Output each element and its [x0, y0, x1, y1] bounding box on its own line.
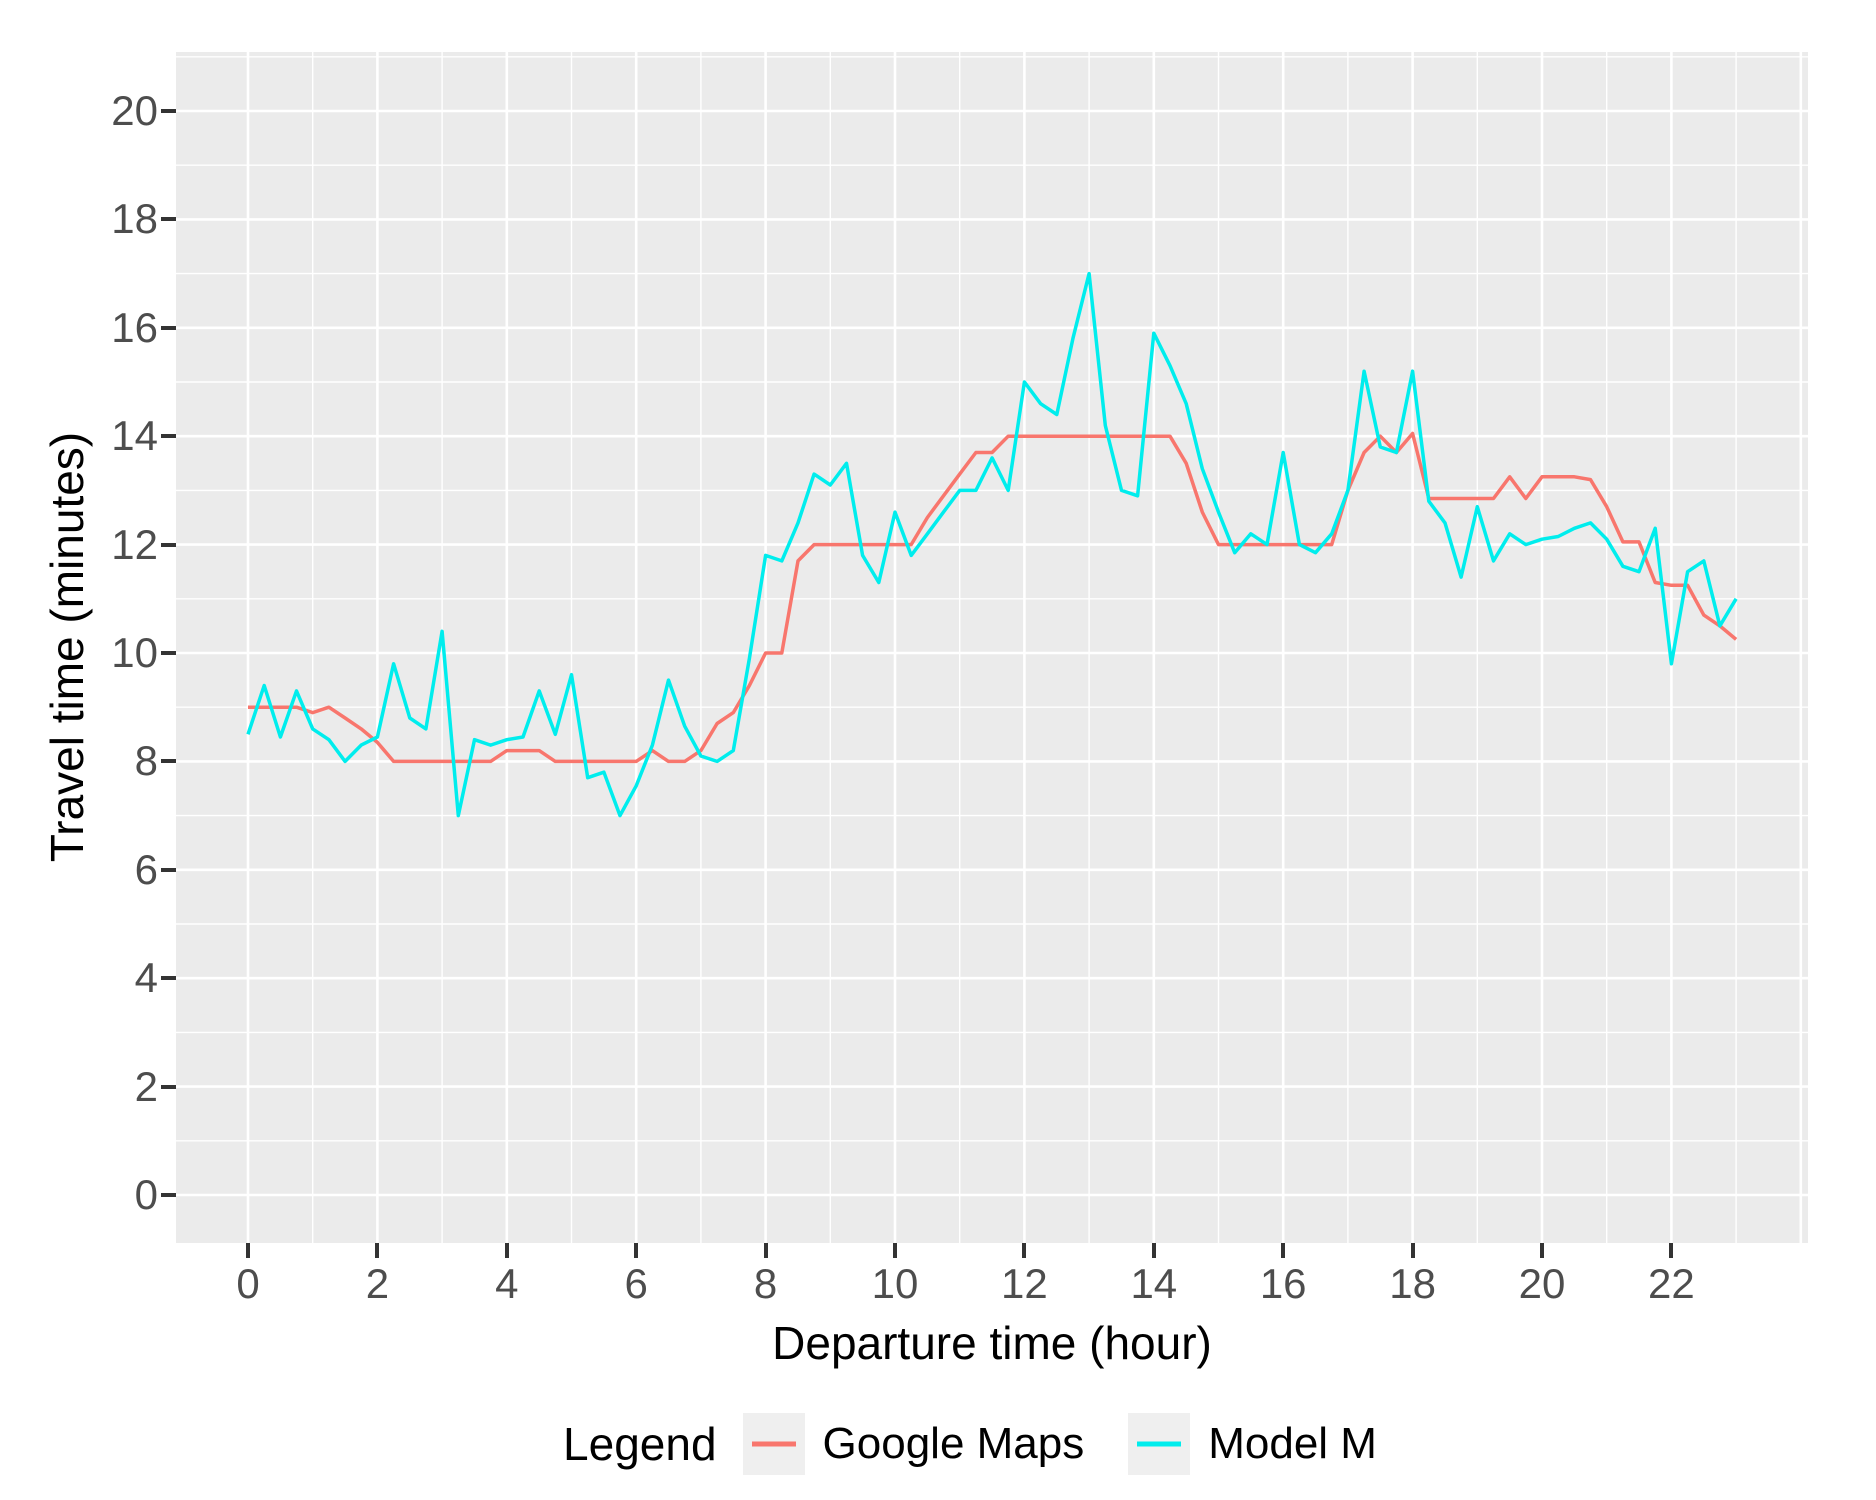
x-tick-label: 16 [1259, 1260, 1307, 1307]
legend-key-model-m [1128, 1413, 1191, 1475]
y-tick-label: 10 [111, 629, 158, 676]
legend-title: Legend [563, 1418, 717, 1470]
y-tick-label: 4 [134, 954, 158, 1002]
x-tick-mark [634, 1243, 639, 1258]
x-tick-label: 18 [1389, 1260, 1436, 1307]
legend-key-google-maps [742, 1413, 805, 1475]
y-tick-mark [161, 109, 176, 113]
x-tick-mark [1410, 1243, 1415, 1258]
y-tick-mark [161, 1193, 176, 1197]
legend: Legend Google Maps Model M [176, 1406, 1808, 1482]
legend-label-model-m: Model M [1208, 1419, 1377, 1468]
y-tick-mark [161, 1084, 176, 1089]
series-line-google-maps [248, 431, 1738, 764]
x-tick-mark [375, 1243, 380, 1258]
x-tick-mark [893, 1243, 897, 1258]
plot-canvas [176, 52, 1808, 1243]
x-tick-mark [246, 1243, 250, 1258]
y-tick-mark [161, 325, 176, 330]
x-tick-label: 6 [624, 1260, 648, 1307]
y-tick-mark [161, 759, 176, 764]
x-tick-mark [504, 1243, 509, 1258]
y-tick-label: 16 [111, 303, 158, 351]
y-tick-mark [161, 542, 176, 547]
x-tick-mark [1669, 1243, 1674, 1258]
y-tick-label: 14 [111, 412, 158, 460]
y-tick-label: 12 [111, 520, 158, 568]
legend-key-line-icon [1137, 1441, 1182, 1447]
y-tick-label: 0 [134, 1171, 158, 1218]
legend-key-line-icon [751, 1441, 796, 1447]
x-tick-label: 2 [365, 1260, 390, 1307]
x-tick-label: 8 [753, 1260, 778, 1307]
x-tick-mark [1281, 1243, 1286, 1258]
x-tick-mark [1022, 1243, 1027, 1258]
y-tick-mark [161, 651, 176, 655]
y-tick-label: 20 [111, 87, 158, 134]
x-tick-label: 22 [1648, 1260, 1695, 1307]
y-tick-mark [161, 217, 176, 222]
x-tick-mark [1540, 1243, 1544, 1258]
x-tick-mark [1151, 1243, 1156, 1258]
plot-panel [176, 52, 1808, 1243]
x-axis-title: Departure time (hour) [772, 1317, 1212, 1369]
y-tick-label: 6 [134, 845, 158, 893]
y-tick-label: 8 [134, 737, 158, 785]
series-line-model-m [246, 271, 1738, 818]
x-tick-label: 4 [495, 1260, 519, 1307]
y-tick-mark [161, 867, 176, 872]
x-tick-label: 12 [1001, 1260, 1048, 1307]
y-tick-mark [161, 976, 176, 981]
x-tick-label: 0 [236, 1260, 260, 1307]
x-tick-label: 20 [1518, 1260, 1566, 1307]
x-tick-label: 14 [1130, 1260, 1178, 1307]
y-tick-mark [161, 434, 176, 439]
y-tick-label: 2 [134, 1062, 158, 1110]
x-tick-mark [763, 1243, 768, 1258]
legend-label-google-maps: Google Maps [822, 1419, 1085, 1468]
y-tick-label: 18 [111, 195, 158, 243]
x-tick-label: 10 [871, 1260, 919, 1307]
